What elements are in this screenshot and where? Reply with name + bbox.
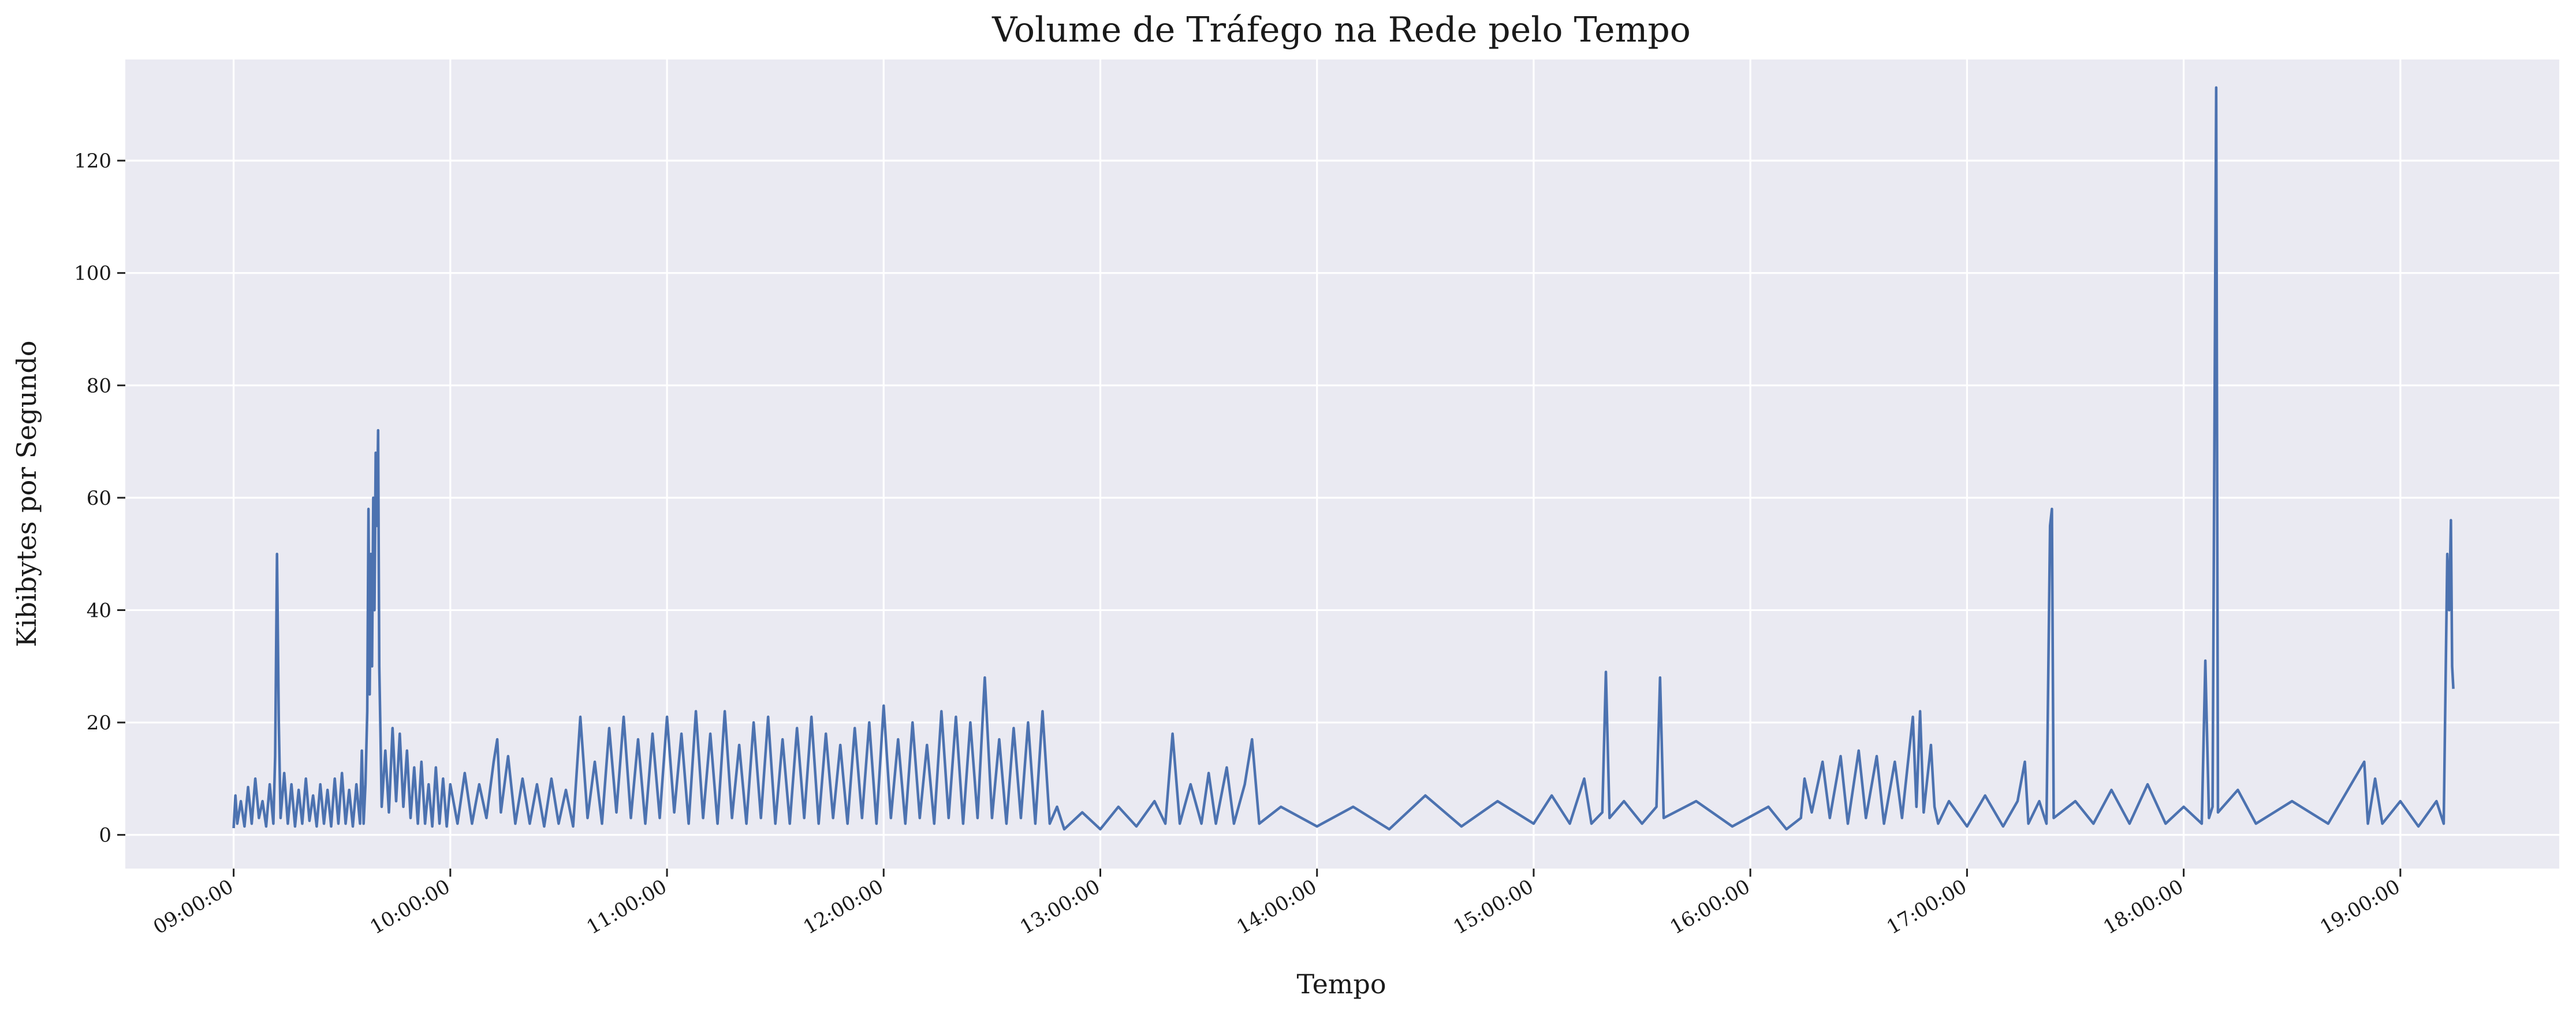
grid [125, 59, 2559, 869]
y-tick-label: 100 [74, 262, 111, 285]
plot-area [125, 59, 2559, 869]
y-tick-label: 60 [87, 487, 111, 510]
x-tick-label: 09:00:00 [150, 875, 237, 939]
x-axis-label: Tempo [1296, 968, 1386, 1000]
chart-title: Volume de Tráfego na Rede pelo Tempo [991, 10, 1691, 50]
y-axis: 0 20 40 60 80 100 120 [74, 150, 125, 847]
x-tick-label: 17:00:00 [1883, 875, 1971, 939]
y-tick-label: 120 [74, 150, 111, 173]
y-tick-label: 80 [87, 374, 111, 397]
x-tick-label: 19:00:00 [2316, 875, 2404, 939]
x-axis: 09:00:00 10:00:00 11:00:00 12:00:00 13:00:00… [150, 869, 2404, 939]
x-tick-label: 14:00:00 [1233, 875, 1321, 939]
x-tick-label: 12:00:00 [800, 875, 888, 939]
x-tick-label: 15:00:00 [1449, 875, 1537, 939]
x-tick-label: 10:00:00 [366, 875, 454, 939]
y-axis-label: Kibibytes por Segundo [11, 341, 42, 647]
y-tick-label: 0 [99, 824, 111, 847]
x-tick-label: 16:00:00 [1666, 875, 1754, 939]
y-tick-label: 40 [87, 599, 111, 622]
series-layer [232, 86, 2455, 831]
x-tick-label: 11:00:00 [583, 875, 670, 939]
y-tick-label: 20 [87, 711, 111, 735]
x-tick-label: 18:00:00 [2100, 875, 2187, 939]
series-line-0 [232, 86, 2455, 831]
x-tick-label: 13:00:00 [1016, 875, 1104, 939]
